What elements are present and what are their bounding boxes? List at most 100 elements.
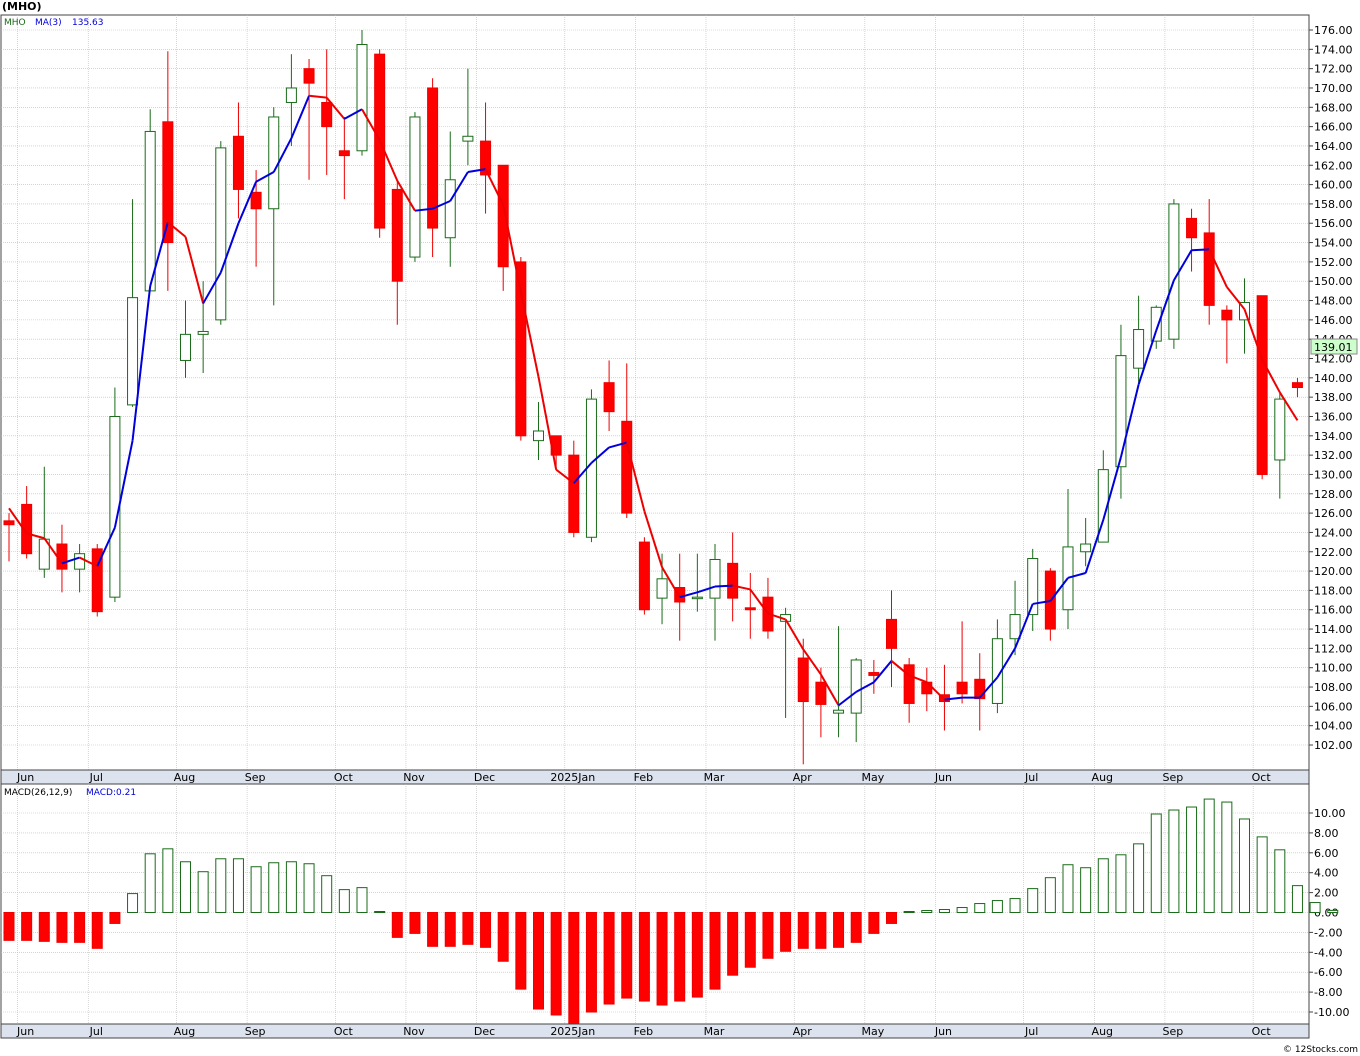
- ma-segment: [272, 137, 293, 173]
- macd-bar-negative: [56, 912, 68, 943]
- candle-down: [903, 664, 915, 704]
- price-x-tick-label: 2025Jan: [550, 771, 595, 784]
- ma-segment: [873, 660, 893, 683]
- ma-segment: [378, 139, 399, 182]
- ma-segment: [361, 108, 381, 141]
- price-y-tick-label: 176.00: [1314, 24, 1353, 37]
- price-legend-symbol: MHO: [4, 18, 26, 28]
- ma-segment: [131, 285, 152, 441]
- last-price-tag: 139.01: [1310, 338, 1358, 355]
- macd-bar-negative: [833, 912, 845, 948]
- ma-segment: [1191, 248, 1210, 252]
- macd-bar-negative: [480, 912, 492, 948]
- price-y-tick-label: 122.00: [1314, 546, 1353, 559]
- candle-down: [886, 618, 897, 649]
- macd-bar-positive: [938, 909, 950, 914]
- ma-segment: [855, 681, 875, 693]
- ma-segment: [255, 171, 275, 183]
- ma-segment: [237, 181, 258, 224]
- macd-bar-negative: [691, 912, 703, 998]
- macd-bar-positive: [1221, 801, 1233, 913]
- candle-down: [1221, 309, 1233, 321]
- candle-down: [338, 150, 350, 157]
- price-x-tick-label: Jun: [16, 771, 34, 784]
- price-x-tick-label: Jul: [89, 771, 103, 784]
- candle-down: [427, 87, 439, 229]
- macd-x-axis-strip: [0, 1023, 1310, 1039]
- macd-x-tick-label: Aug: [1092, 1025, 1113, 1038]
- macd-x-tick-label: Jun: [16, 1025, 34, 1038]
- ma-segment: [697, 585, 716, 594]
- price-y-tick-label: 110.00: [1314, 662, 1353, 675]
- ma-segment: [79, 556, 98, 568]
- candle-up: [1274, 398, 1286, 461]
- ma-segment: [1278, 391, 1299, 421]
- price-x-tick-label: Aug: [1092, 771, 1113, 784]
- macd-y-tick-label: -2.00: [1314, 926, 1342, 939]
- macd-bar-negative: [462, 912, 474, 945]
- candle-up: [656, 578, 668, 599]
- macd-bar-negative: [815, 912, 827, 949]
- price-y-tick-label: 172.00: [1314, 63, 1353, 76]
- ma-segment: [926, 681, 946, 701]
- macd-x-tick-label: Dec: [474, 1025, 495, 1038]
- ma-segment: [978, 676, 999, 699]
- macd-x-tick-label: 2025Jan: [550, 1025, 595, 1038]
- candle-down: [1203, 232, 1215, 306]
- macd-bar-positive: [285, 861, 297, 914]
- ma-segment: [1084, 519, 1105, 574]
- macd-bar-positive: [1256, 836, 1268, 914]
- price-y-tick-label: 168.00: [1314, 101, 1353, 114]
- macd-bar-negative: [427, 912, 439, 947]
- ma-segment: [26, 532, 45, 540]
- ma-segment: [167, 221, 187, 238]
- price-y-tick-label: 170.00: [1314, 82, 1353, 95]
- price-y-tick-label: 128.00: [1314, 488, 1353, 501]
- ma-segment: [837, 691, 857, 707]
- candle-down: [515, 261, 527, 437]
- ma-segment: [219, 222, 240, 273]
- candle-up: [991, 638, 1003, 704]
- candle-down: [974, 678, 986, 700]
- price-y-tick-label: 140.00: [1314, 372, 1353, 385]
- macd-legend-label: MACD(26,12,9): [4, 788, 72, 798]
- macd-y-tick-label: -10.00: [1314, 1006, 1349, 1019]
- ma-segment: [343, 108, 363, 120]
- macd-y-tick-label: 10.00: [1314, 807, 1346, 820]
- macd-bar-negative: [709, 912, 721, 990]
- macd-bar-positive: [232, 858, 244, 914]
- candle-down: [232, 135, 244, 190]
- macd-x-tick-label: Oct: [1252, 1025, 1272, 1038]
- price-y-tick-label: 106.00: [1314, 700, 1353, 713]
- macd-bar-positive: [321, 875, 333, 913]
- ma-segment: [890, 660, 910, 677]
- macd-bar-positive: [1044, 877, 1056, 913]
- price-x-tick-label: Oct: [334, 771, 354, 784]
- candle-down: [250, 191, 262, 210]
- macd-x-tick-label: Aug: [174, 1025, 195, 1038]
- price-x-tick-label: Aug: [174, 771, 195, 784]
- candle-up: [1133, 329, 1145, 369]
- candle-up: [215, 147, 227, 321]
- price-x-tick-label: Nov: [403, 771, 425, 784]
- price-x-tick-label: Jul: [1024, 771, 1038, 784]
- macd-x-tick-label: Sep: [1163, 1025, 1184, 1038]
- candle-down: [956, 681, 968, 695]
- macd-bar-negative: [603, 912, 615, 1005]
- macd-bar-positive: [162, 848, 174, 914]
- ma-segment: [908, 674, 928, 684]
- candle-down: [3, 520, 15, 526]
- macd-bar-negative: [21, 912, 33, 941]
- ma-segment: [643, 510, 664, 568]
- price-y-tick-label: 156.00: [1314, 217, 1353, 230]
- macd-bar-negative: [568, 912, 580, 1026]
- macd-bar-negative: [497, 912, 509, 962]
- price-y-tick-label: 166.00: [1314, 121, 1353, 134]
- ma-segment: [113, 440, 134, 528]
- candle-down: [162, 121, 174, 244]
- ma-legend-value: 135.63: [72, 18, 104, 28]
- ma-segment: [1261, 359, 1281, 393]
- macd-bar-negative: [533, 912, 544, 1010]
- macd-bar-negative: [409, 912, 421, 934]
